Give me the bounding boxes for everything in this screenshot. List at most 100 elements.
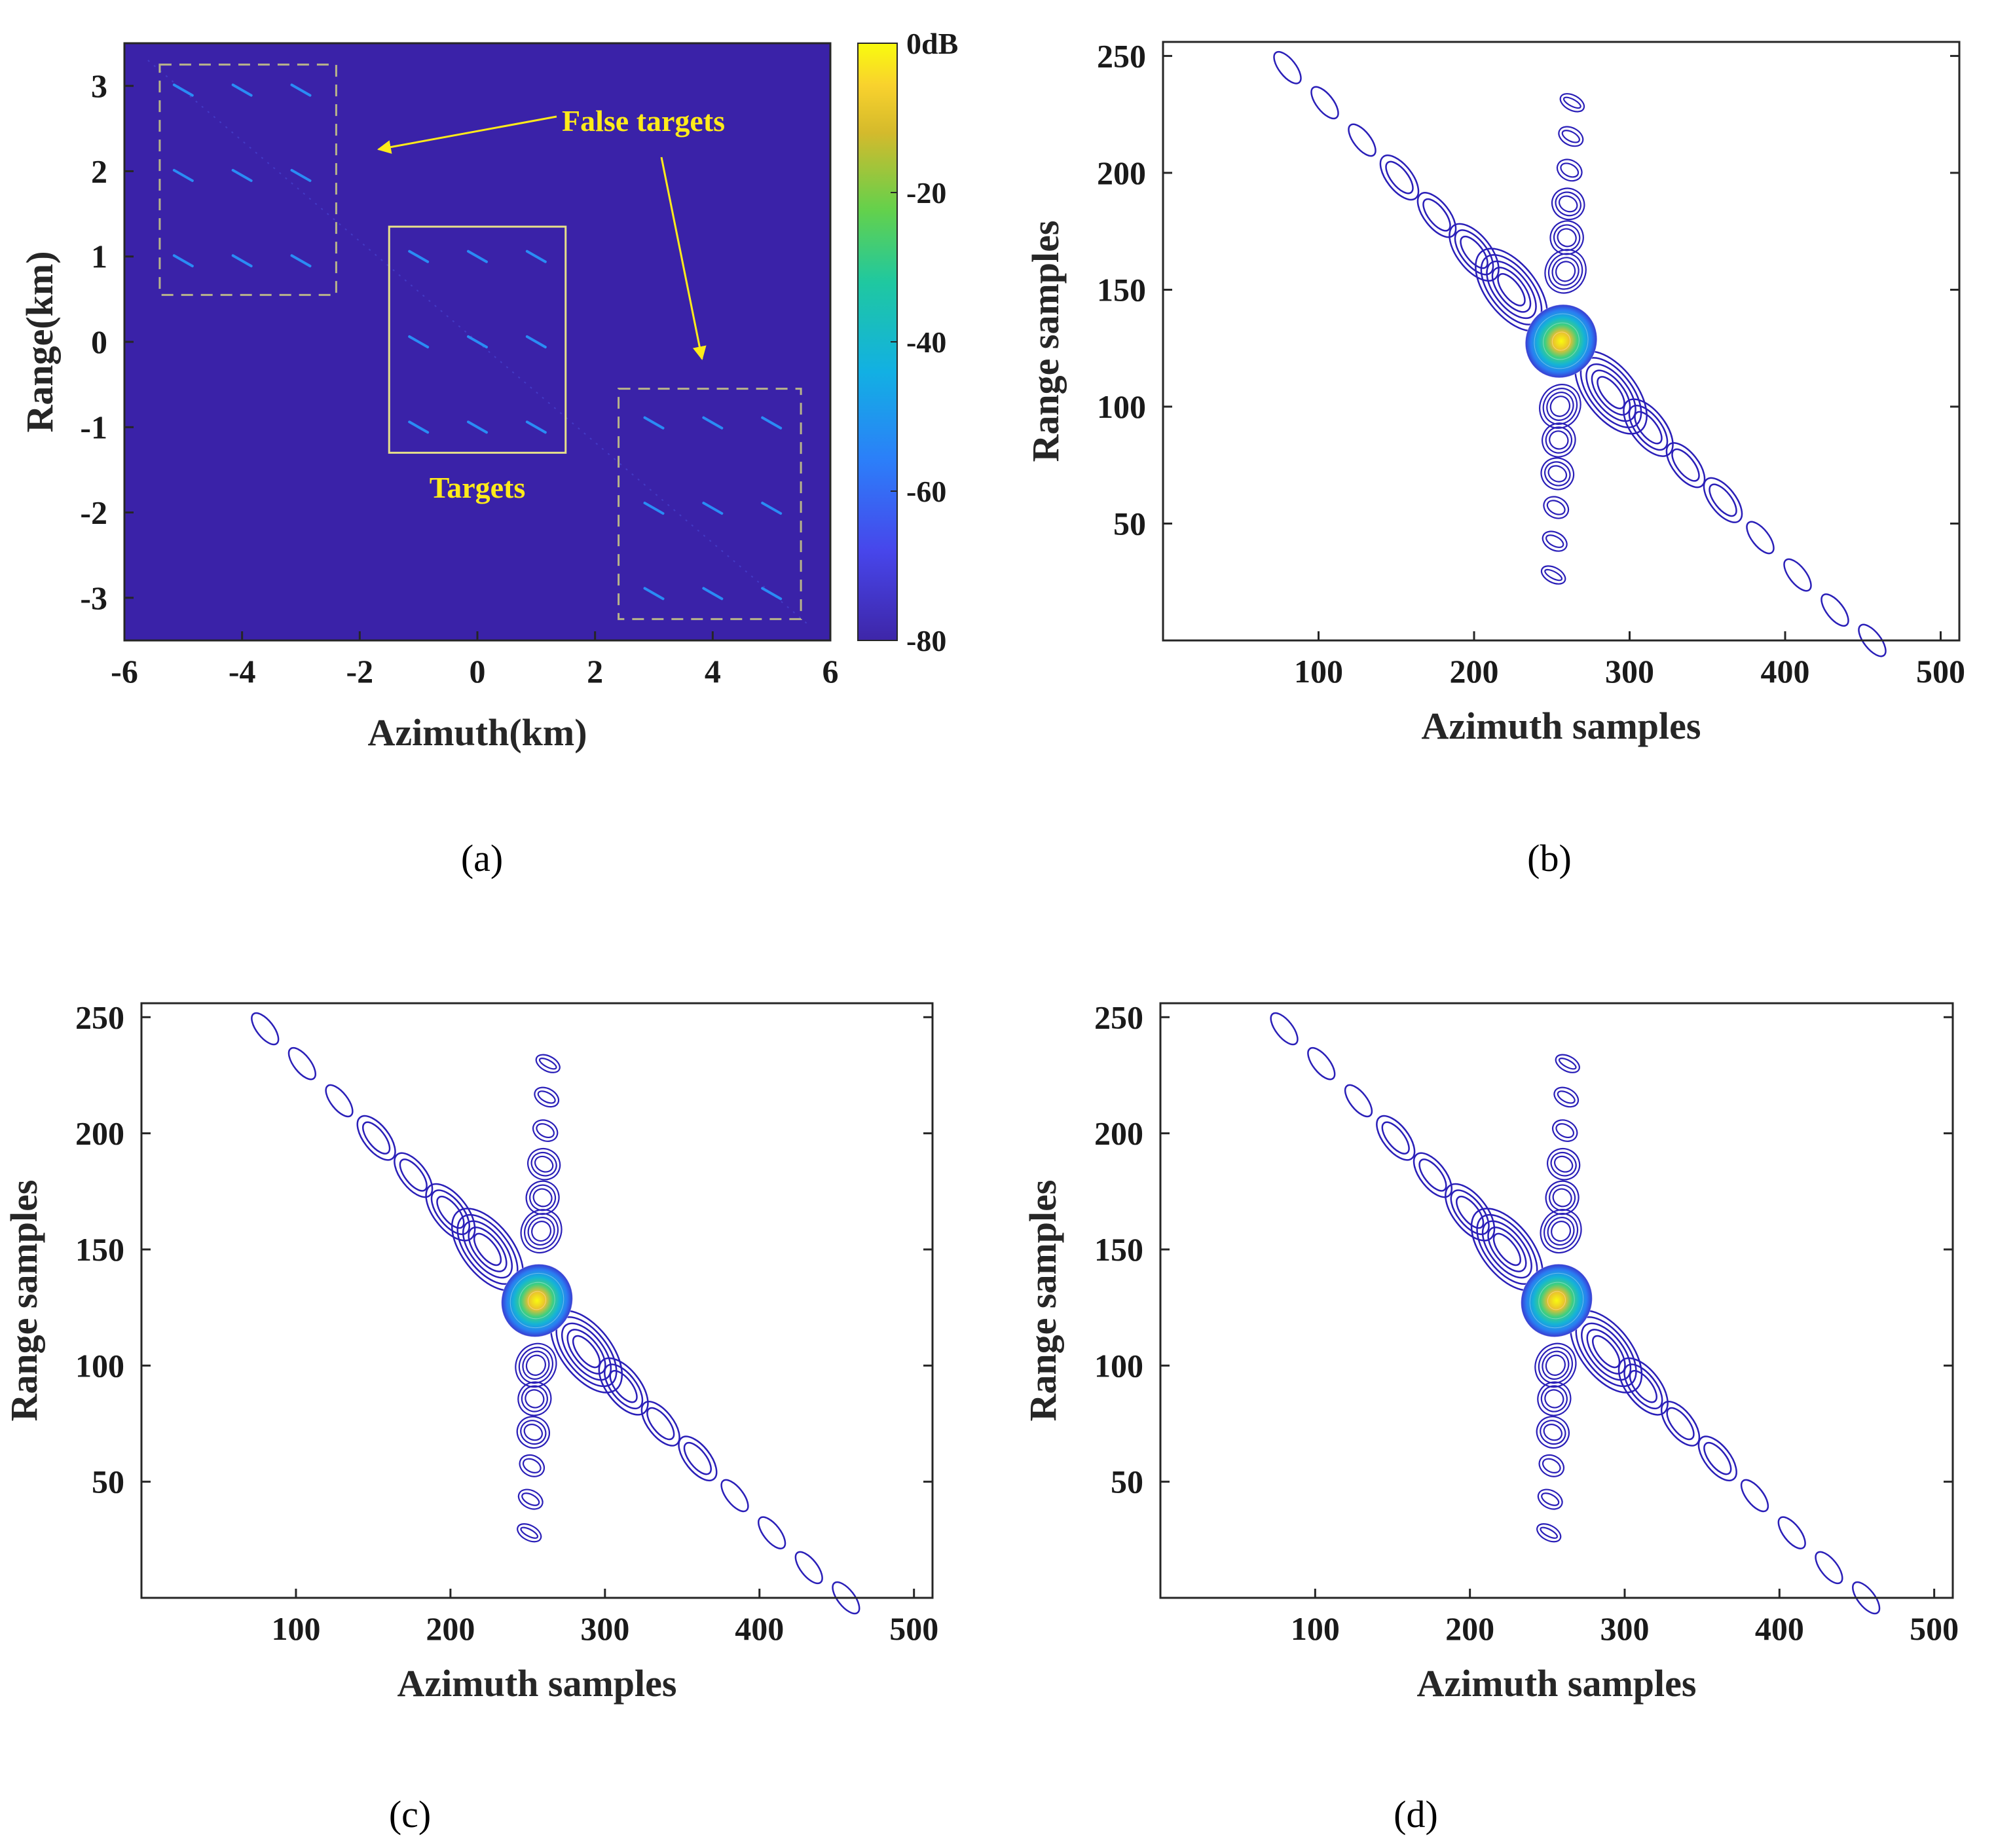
heatmap-point-target <box>172 83 194 97</box>
contour-sidelobe-range <box>532 1188 553 1208</box>
y-axis-label: Range(km) <box>18 251 61 432</box>
contour-sidelobe-azimuth <box>1460 235 1488 269</box>
contour-main-lobe-ring <box>519 1282 555 1320</box>
contour-sidelobe-azimuth <box>646 1407 675 1441</box>
contour-sidelobe-range <box>1551 1119 1578 1142</box>
colorbar-tick-label: -20 <box>906 176 946 210</box>
heatmap-point-target <box>290 168 312 182</box>
contour-sidelobe-azimuth <box>1623 398 1674 457</box>
contour-sidelobe-azimuth <box>1597 376 1625 409</box>
contour-sidelobe-range <box>1550 1151 1577 1177</box>
y-axis-label: Range samples <box>1022 1180 1064 1422</box>
contour-sidelobe-range <box>519 1454 545 1477</box>
y-axis-label: Range samples <box>3 1180 45 1422</box>
heatmap-point-target <box>408 335 430 348</box>
contour-sidelobe-azimuth <box>1634 411 1663 445</box>
y-tick-label: 200 <box>1094 1115 1143 1152</box>
panel-c-contour: 100 200 300 400 500 250 200 150 100 50 Azimuth sam… <box>3 999 938 1836</box>
contour-sidelobe-azimuth <box>399 1158 428 1192</box>
contour-sidelobe-range <box>517 1381 552 1416</box>
contour-sidelobe-range <box>536 1123 555 1139</box>
contour-sidelobe-range <box>1545 1354 1566 1377</box>
contour-main-lobe <box>501 1264 573 1337</box>
contour-sidelobe-azimuth <box>1666 1407 1695 1441</box>
contour-sidelobe-azimuth <box>832 1581 860 1615</box>
contour-sidelobe-range <box>1544 1389 1564 1409</box>
x-axis-label: Azimuth samples <box>1417 1662 1697 1705</box>
contour-sidelobe-range <box>1555 1054 1580 1073</box>
x-tick-label: -6 <box>111 653 138 690</box>
contour-sidelobe-azimuth <box>1449 223 1500 282</box>
heatmap-point-target <box>525 249 547 263</box>
y-axis-label: Range samples <box>1024 221 1067 462</box>
contour-sidelobe-range <box>524 1213 559 1250</box>
x-tick-label: 100 <box>1294 653 1343 690</box>
contour-sidelobe-range <box>521 1492 540 1506</box>
panel-caption: (a) <box>461 837 503 879</box>
heatmap-point-target <box>408 420 430 434</box>
colorbar-tick-label: -60 <box>906 475 946 508</box>
x-tick-label: 500 <box>889 1610 938 1647</box>
contour-sidelobe-range <box>1558 1058 1577 1070</box>
heatmap-point-target <box>643 416 665 430</box>
contour-sidelobe-azimuth <box>362 1121 391 1155</box>
contour-sidelobe-range <box>1543 1424 1563 1441</box>
contour-sidelobe-range <box>1543 496 1570 519</box>
contour-sidelobe-range <box>1545 534 1564 548</box>
false-target-box <box>158 64 337 296</box>
contour-sidelobe-azimuth <box>1270 1012 1299 1046</box>
contour-sidelobe-range <box>1542 530 1568 552</box>
contour-sidelobe-azimuth <box>1450 1189 1490 1236</box>
contour-sidelobe-azimuth <box>468 1227 508 1272</box>
contour-sidelobe-azimuth <box>1858 623 1887 657</box>
contour-sidelobe-range <box>1537 1381 1572 1416</box>
heatmap-point-target <box>231 254 253 268</box>
target-box <box>388 225 567 454</box>
contour-sidelobe-azimuth <box>1454 229 1494 276</box>
contour-sidelobe-range <box>523 1424 544 1441</box>
contour-sidelobe-range <box>1551 187 1585 221</box>
x-axis-label: Azimuth samples <box>1422 705 1701 747</box>
x-tick-label: 6 <box>822 653 839 690</box>
y-tick-label: 100 <box>1094 1347 1143 1384</box>
contour-sidelobe-azimuth <box>1381 1121 1410 1155</box>
contour-sidelobe-azimuth <box>1820 593 1849 627</box>
contour-sidelobe-range <box>537 1090 556 1104</box>
y-tick-label: 3 <box>91 67 107 104</box>
contour-sidelobe-range <box>1546 392 1574 421</box>
contour-sidelobe-azimuth <box>1703 477 1743 523</box>
y-tick-label: 150 <box>1094 1231 1143 1268</box>
heatmap-point-target <box>467 335 488 348</box>
contour-sidelobe-azimuth <box>462 1220 513 1279</box>
contour-sidelobe-azimuth <box>1703 1441 1732 1475</box>
y-tick-label: 50 <box>1111 1464 1143 1500</box>
contour-sidelobe-range <box>1540 1420 1566 1445</box>
contour-sidelobe-azimuth <box>1586 1329 1626 1375</box>
contour-sidelobe-azimuth <box>1777 1516 1806 1549</box>
y-tick-label: -1 <box>80 409 107 445</box>
contour-sidelobe-azimuth <box>566 1329 606 1375</box>
x-tick-label: 300 <box>1600 1610 1649 1647</box>
contour-sidelobe-azimuth <box>794 1551 823 1585</box>
contour-sidelobe-azimuth <box>1709 483 1737 517</box>
contour-sidelobe-range <box>1537 1488 1563 1510</box>
contour-sidelobe-azimuth <box>473 1232 502 1266</box>
contour-sidelobe-range <box>1539 384 1581 429</box>
contour-sidelobe-range <box>1557 228 1577 248</box>
contour-sidelobe-range <box>522 1458 542 1473</box>
contour-sidelobe-azimuth <box>1486 260 1537 320</box>
heatmap-point-target <box>761 416 783 430</box>
contour-sidelobe-range <box>521 1385 548 1413</box>
contour-sidelobe-azimuth <box>561 1322 612 1381</box>
contour-sidelobe-azimuth <box>436 1196 465 1229</box>
contour-sidelobe-azimuth <box>1746 521 1775 555</box>
x-tick-label: 200 <box>1450 653 1499 690</box>
contour-main-lobe <box>1521 1264 1593 1337</box>
contour-sidelobe-range <box>1561 130 1580 143</box>
contour-sidelobe-range <box>1553 224 1581 251</box>
contour-main-lobe-ring <box>1551 331 1571 351</box>
contour-sidelobe-range <box>1547 253 1583 290</box>
contour-main-lobe <box>1525 305 1597 378</box>
